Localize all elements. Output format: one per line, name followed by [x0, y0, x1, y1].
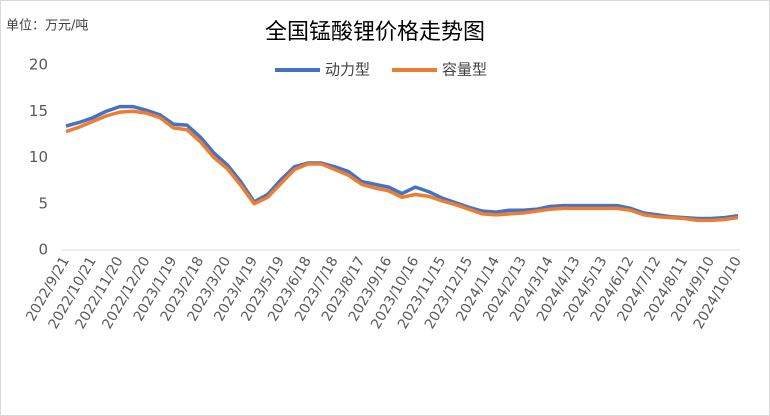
legend-label: 动力型	[325, 61, 370, 79]
series-line	[65, 104, 739, 221]
chart-title: 全国锰酸锂价格走势图	[265, 20, 485, 45]
y-tick-label: 5	[38, 194, 48, 212]
y-tick-label: 15	[29, 102, 48, 120]
series-line	[65, 109, 739, 223]
legend-label: 容量型	[442, 61, 487, 79]
unit-label: 单位：万元/吨	[6, 19, 88, 34]
y-tick-label: 20	[29, 56, 48, 74]
y-tick-label: 0	[38, 241, 48, 259]
y-tick-label: 10	[29, 148, 48, 166]
